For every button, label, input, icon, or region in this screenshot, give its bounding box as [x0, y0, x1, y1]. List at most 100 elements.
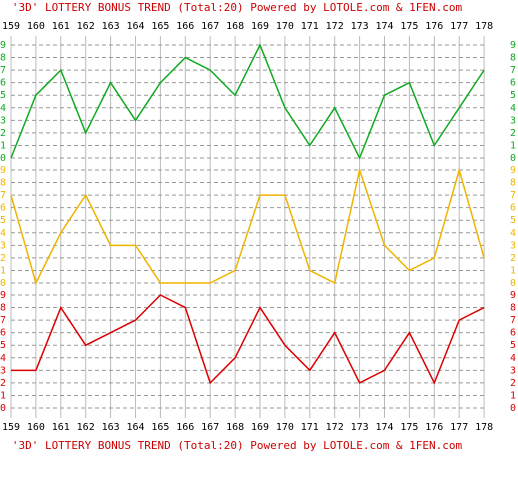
- x-tick-label-bottom: 160: [27, 422, 45, 433]
- x-tick-label-bottom: 175: [400, 422, 418, 433]
- x-tick-label-bottom: 178: [475, 422, 493, 433]
- x-tick-label-bottom: 168: [226, 422, 244, 433]
- x-tick-label: 164: [126, 21, 144, 32]
- y-tick-label: 7: [0, 65, 6, 76]
- y-tick-label-right: 3: [510, 115, 516, 126]
- y-tick-label-right: 7: [510, 190, 516, 201]
- y-tick-label-right: 6: [510, 78, 516, 89]
- y-tick-label-right: 6: [510, 203, 516, 214]
- y-tick-label-right: 1: [510, 390, 516, 401]
- series-line: [11, 294, 485, 385]
- y-tick-label: 4: [0, 228, 6, 239]
- y-tick-label: 3: [0, 115, 6, 126]
- y-tick-label-right: 0: [510, 153, 516, 164]
- y-tick-label-right: 0: [510, 403, 516, 414]
- x-tick-label: 178: [475, 21, 493, 32]
- x-tick-label: 159: [2, 21, 20, 32]
- y-tick-label: 9: [0, 40, 6, 51]
- x-tick-label: 172: [326, 21, 344, 32]
- x-tick-label: 160: [27, 21, 45, 32]
- y-tick-label: 4: [0, 103, 6, 114]
- x-tick-label-bottom: 174: [375, 422, 393, 433]
- y-tick-label: 6: [0, 203, 6, 214]
- chart-title: '3D' LOTTERY BONUS TREND (Total:20) Powe…: [12, 1, 463, 14]
- y-tick-label-right: 4: [510, 103, 516, 114]
- y-tick-label: 2: [0, 253, 6, 264]
- y-tick-label-right: 3: [510, 365, 516, 376]
- x-tick-label: 165: [151, 21, 169, 32]
- y-tick-label: 3: [0, 240, 6, 251]
- x-tick-label: 163: [102, 21, 120, 32]
- x-tick-label: 161: [52, 21, 70, 32]
- y-tick-label-right: 0: [510, 278, 516, 289]
- x-tick-label: 171: [301, 21, 319, 32]
- y-tick-label: 5: [0, 340, 6, 351]
- x-tick-label-bottom: 170: [276, 422, 294, 433]
- y-tick-label-right: 2: [510, 253, 516, 264]
- y-tick-label: 7: [0, 315, 6, 326]
- x-tick-label: 169: [251, 21, 269, 32]
- y-tick-label-right: 7: [510, 65, 516, 76]
- y-tick-label-right: 9: [510, 40, 516, 51]
- y-tick-label: 4: [0, 353, 6, 364]
- y-tick-label-right: 5: [510, 90, 516, 101]
- y-tick-label: 2: [0, 378, 6, 389]
- x-tick-label: 176: [425, 21, 443, 32]
- y-tick-label: 7: [0, 190, 6, 201]
- y-tick-label-right: 2: [510, 128, 516, 139]
- y-tick-label: 8: [0, 303, 6, 314]
- y-tick-label-right: 1: [510, 140, 516, 151]
- y-tick-label-right: 6: [510, 328, 516, 339]
- x-tick-label-bottom: 163: [102, 422, 120, 433]
- x-tick-label-bottom: 161: [52, 422, 70, 433]
- y-tick-label: 6: [0, 328, 6, 339]
- y-tick-label-right: 2: [510, 378, 516, 389]
- x-tick-label: 175: [400, 21, 418, 32]
- y-tick-label: 6: [0, 78, 6, 89]
- x-tick-label: 174: [375, 21, 393, 32]
- y-tick-label: 2: [0, 128, 6, 139]
- x-tick-label-bottom: 169: [251, 422, 269, 433]
- x-tick-label-bottom: 177: [450, 422, 468, 433]
- x-tick-label-bottom: 176: [425, 422, 443, 433]
- x-tick-label-bottom: 173: [351, 422, 369, 433]
- y-tick-label-right: 8: [510, 178, 516, 189]
- x-tick-label-bottom: 171: [301, 422, 319, 433]
- x-tick-label: 168: [226, 21, 244, 32]
- y-tick-label: 0: [0, 278, 6, 289]
- y-tick-label: 1: [0, 140, 6, 151]
- series-line: [10, 167, 485, 286]
- y-tick-label-right: 8: [510, 303, 516, 314]
- y-tick-label-right: 5: [510, 340, 516, 351]
- x-tick-label: 177: [450, 21, 468, 32]
- y-tick-label-right: 9: [510, 165, 516, 176]
- x-tick-label: 162: [77, 21, 95, 32]
- series-line: [10, 43, 485, 160]
- x-tick-label: 167: [201, 21, 219, 32]
- x-tick-label: 170: [276, 21, 294, 32]
- y-tick-label: 9: [0, 165, 6, 176]
- y-tick-label: 8: [0, 53, 6, 64]
- y-tick-label-right: 1: [510, 265, 516, 276]
- y-tick-label: 0: [0, 403, 6, 414]
- x-tick-label-bottom: 165: [151, 422, 169, 433]
- chart-title-bottom: '3D' LOTTERY BONUS TREND (Total:20) Powe…: [12, 439, 463, 452]
- x-tick-label-bottom: 159: [2, 422, 20, 433]
- y-tick-label-right: 3: [510, 240, 516, 251]
- x-tick-label: 166: [176, 21, 194, 32]
- y-tick-label-right: 5: [510, 215, 516, 226]
- x-tick-label-bottom: 166: [176, 422, 194, 433]
- y-tick-label: 5: [0, 90, 6, 101]
- x-tick-label-bottom: 164: [126, 422, 144, 433]
- y-tick-label: 1: [0, 390, 6, 401]
- y-tick-label: 0: [0, 153, 6, 164]
- y-tick-label: 3: [0, 365, 6, 376]
- y-tick-label: 5: [0, 215, 6, 226]
- x-tick-label-bottom: 172: [326, 422, 344, 433]
- y-tick-label-right: 4: [510, 228, 516, 239]
- y-tick-label: 1: [0, 265, 6, 276]
- x-tick-label: 173: [351, 21, 369, 32]
- y-tick-label-right: 9: [510, 290, 516, 301]
- y-tick-label-right: 4: [510, 353, 516, 364]
